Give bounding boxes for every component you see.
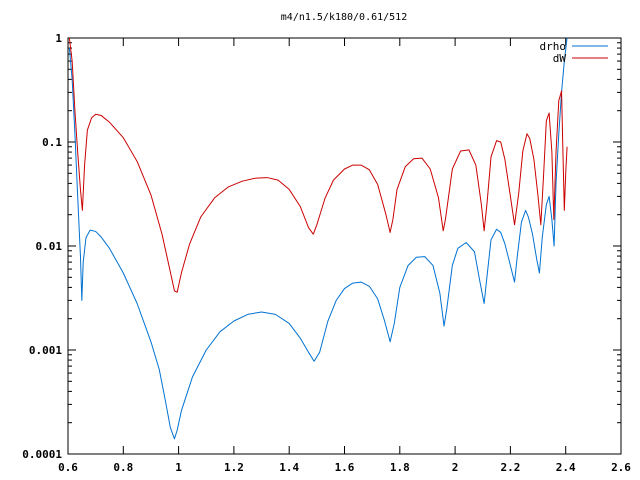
x-tick-label: 2.4 (556, 461, 576, 474)
series-layer (68, 38, 568, 440)
x-tick-label: 1.4 (279, 461, 299, 474)
y-axis-ticks (68, 37, 621, 455)
x-tick-label: 1.6 (335, 461, 355, 474)
x-tick-label: 0.8 (113, 461, 133, 474)
plot-frame (67, 37, 622, 455)
x-tick-label: 2.6 (611, 461, 631, 474)
y-axis-labels: 0.0001 0.001 0.01 0.1 1 (22, 32, 62, 461)
x-tick-label: 2.2 (500, 461, 520, 474)
legend-label-drho: drho (540, 40, 567, 53)
y-tick-label: 0.0001 (22, 448, 62, 461)
x-axis-ticks (67, 38, 622, 454)
legend-label-dw: dW (553, 52, 567, 65)
series-line-drho (68, 38, 568, 440)
x-tick-label: 1.2 (224, 461, 244, 474)
chart-title: m4/n1.5/k180/0.61/512 (281, 12, 407, 23)
series-line-dw (68, 38, 568, 293)
x-axis-labels: 0.6 0.8 1 1.2 1.4 1.6 1.8 2 2.2 2.4 2.6 (58, 461, 631, 474)
y-tick-label: 0.01 (36, 240, 63, 253)
x-tick-label: 1.8 (390, 461, 410, 474)
x-tick-label: 1 (175, 461, 182, 474)
x-tick-label: 2 (452, 461, 459, 474)
y-tick-label: 0.001 (29, 344, 62, 357)
y-tick-label: 1 (55, 32, 62, 45)
y-tick-label: 0.1 (42, 136, 62, 149)
x-tick-label: 0.6 (58, 461, 78, 474)
